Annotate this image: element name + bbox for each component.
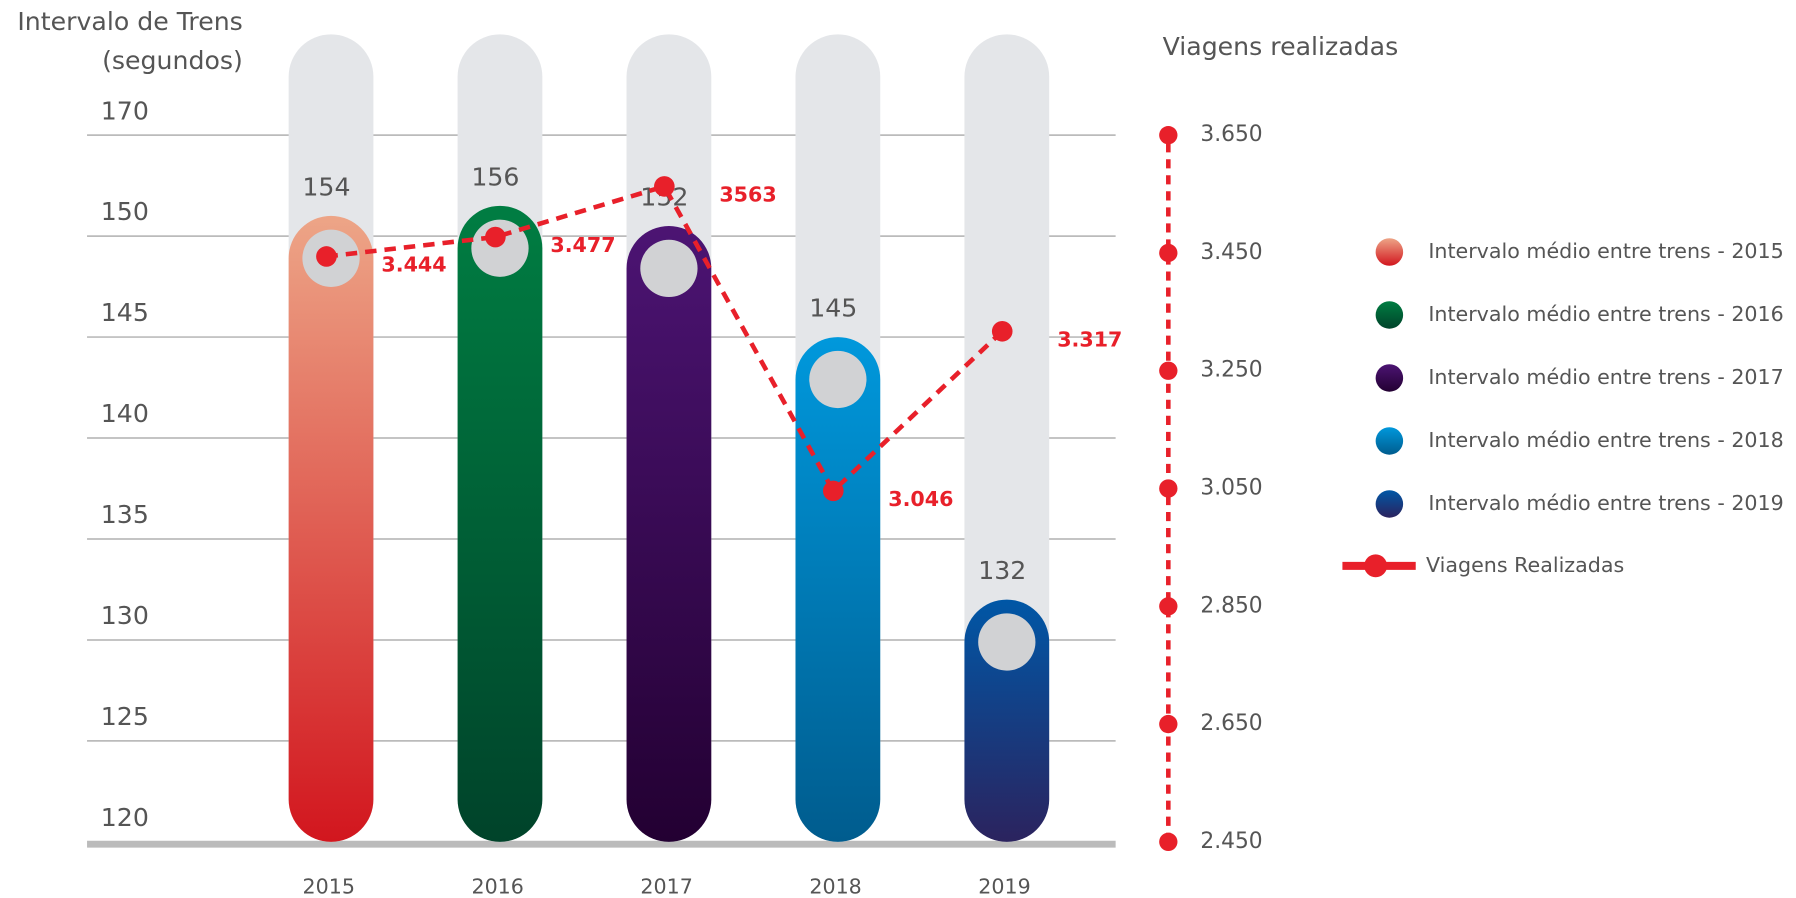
x-tick-label: 2015 bbox=[303, 875, 355, 898]
y2-tick bbox=[1159, 243, 1178, 263]
y-tick-label: 130 bbox=[101, 601, 149, 630]
y2-tick-label: 2.650 bbox=[1200, 711, 1262, 736]
line-value-label: 3.477 bbox=[550, 233, 615, 257]
y-tick-label: 145 bbox=[101, 298, 149, 327]
y2-tick-label: 3.650 bbox=[1200, 122, 1262, 147]
line-value-label: 3563 bbox=[719, 183, 776, 207]
legend-label: Intervalo médio entre trens - 2018 bbox=[1428, 428, 1783, 452]
bar bbox=[288, 215, 374, 842]
y-tick-label: 135 bbox=[101, 500, 149, 529]
legend-swatch bbox=[1375, 364, 1404, 392]
x-tick-label: 2016 bbox=[471, 875, 523, 898]
line-value-label: 3.317 bbox=[1057, 327, 1122, 351]
y-axis-label: (segundos) bbox=[102, 46, 243, 75]
legend-swatch bbox=[1375, 238, 1404, 266]
bar-value-label: 145 bbox=[809, 294, 857, 323]
y2-axis-label: Viagens realizadas bbox=[1163, 32, 1399, 61]
bar-knob bbox=[640, 239, 698, 298]
line-point bbox=[485, 226, 506, 248]
legend-label: Viagens Realizadas bbox=[1426, 553, 1624, 577]
bar-knob bbox=[978, 613, 1036, 671]
y2-tick bbox=[1159, 125, 1178, 145]
legend-swatch bbox=[1375, 490, 1404, 518]
y2-tick bbox=[1159, 597, 1178, 616]
line-point bbox=[316, 246, 337, 267]
bar-value-label: 132 bbox=[978, 556, 1026, 585]
y2-tick-label: 2.450 bbox=[1200, 829, 1262, 854]
legend-swatch bbox=[1375, 301, 1404, 329]
bar bbox=[626, 226, 712, 842]
y2-tick bbox=[1159, 714, 1178, 734]
x-tick-label: 2017 bbox=[640, 875, 692, 898]
y-tick-label: 150 bbox=[101, 197, 149, 226]
y2-tick bbox=[1159, 479, 1178, 498]
line-point bbox=[822, 480, 844, 502]
legend-label: Intervalo médio entre trens - 2019 bbox=[1428, 491, 1783, 515]
line-value-label: 3.046 bbox=[888, 487, 953, 511]
bar-value-label: 156 bbox=[471, 162, 519, 191]
y-tick-label: 125 bbox=[101, 702, 149, 731]
x-tick-label: 2019 bbox=[978, 875, 1030, 898]
line-point bbox=[991, 320, 1013, 342]
y2-tick-label: 3.250 bbox=[1200, 358, 1262, 383]
y-tick-label: 120 bbox=[101, 803, 149, 832]
bar-knob bbox=[809, 350, 867, 409]
y2-tick bbox=[1159, 832, 1178, 852]
y-tick-label: 170 bbox=[101, 96, 149, 125]
legend-label: Intervalo médio entre trens - 2016 bbox=[1428, 302, 1783, 326]
legend-label: Intervalo médio entre trens - 2015 bbox=[1428, 239, 1783, 263]
y2-tick-label: 2.850 bbox=[1200, 593, 1262, 618]
y2-tick bbox=[1159, 361, 1178, 380]
x-tick-label: 2018 bbox=[809, 875, 861, 898]
y-axis-label: Intervalo de Trens bbox=[17, 7, 242, 36]
legend-dot bbox=[1364, 554, 1388, 578]
y-tick-label: 140 bbox=[101, 399, 149, 428]
y2-tick-label: 3.050 bbox=[1200, 476, 1262, 501]
bar-value-label: 154 bbox=[302, 172, 350, 201]
bar bbox=[457, 205, 543, 842]
y2-tick-label: 3.450 bbox=[1200, 240, 1262, 265]
bar bbox=[795, 337, 881, 842]
legend-label: Intervalo médio entre trens - 2017 bbox=[1428, 365, 1783, 389]
line-point bbox=[654, 176, 675, 197]
line-value-label: 3.444 bbox=[381, 253, 446, 277]
legend-swatch bbox=[1375, 427, 1404, 455]
